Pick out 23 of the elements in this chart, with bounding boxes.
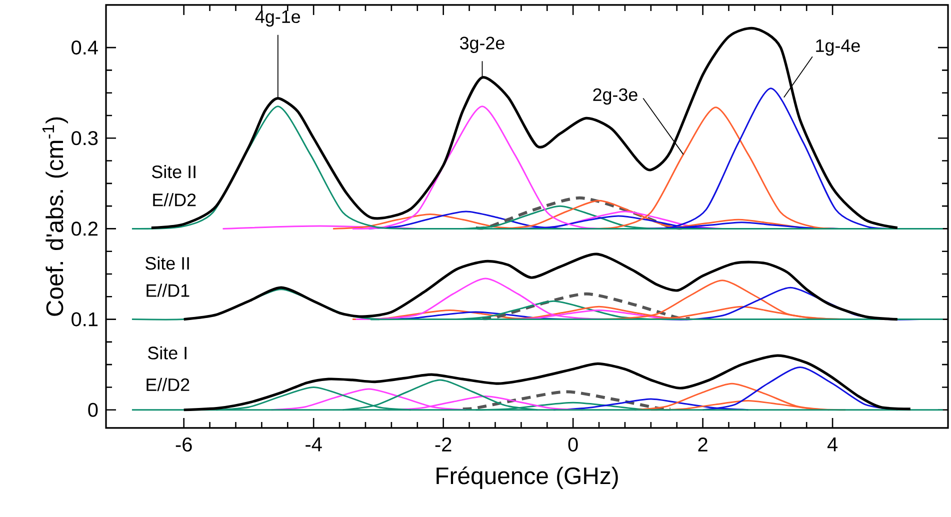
x-tick-label: -4 [306,438,322,452]
annotation: Site II [152,165,196,178]
y-tick-label: 0.1 [72,312,98,326]
x-tick-label: 0 [568,438,578,452]
annotation: 1g-4e [816,40,860,56]
x-tick-label: -6 [176,438,192,452]
x-tick-label: 4 [827,438,838,452]
annotation: 2g-3e [593,88,638,105]
x-tick-label: 2 [698,438,708,452]
x-axis-title: Fréquence (GHz) [436,466,618,490]
y-tick-label: 0.3 [72,131,98,146]
annotation: Site I [148,346,186,360]
annotation: 4g-1e [255,10,300,27]
annotation: 3g-2e [460,36,504,53]
y-axis-title: Coef. d'abs. (cm$^{-1}$) [42,117,68,316]
y-tick-label: 0.2 [72,222,98,236]
x-tick-label: -2 [435,438,452,452]
y-tick-label: 0.4 [72,40,98,55]
annotation: E//D2 [146,378,190,392]
y-tick-label: 0 [88,402,98,417]
annotation: Site II [146,256,189,270]
annotation: E//D1 [146,284,190,297]
annotation: E//D2 [153,193,196,206]
